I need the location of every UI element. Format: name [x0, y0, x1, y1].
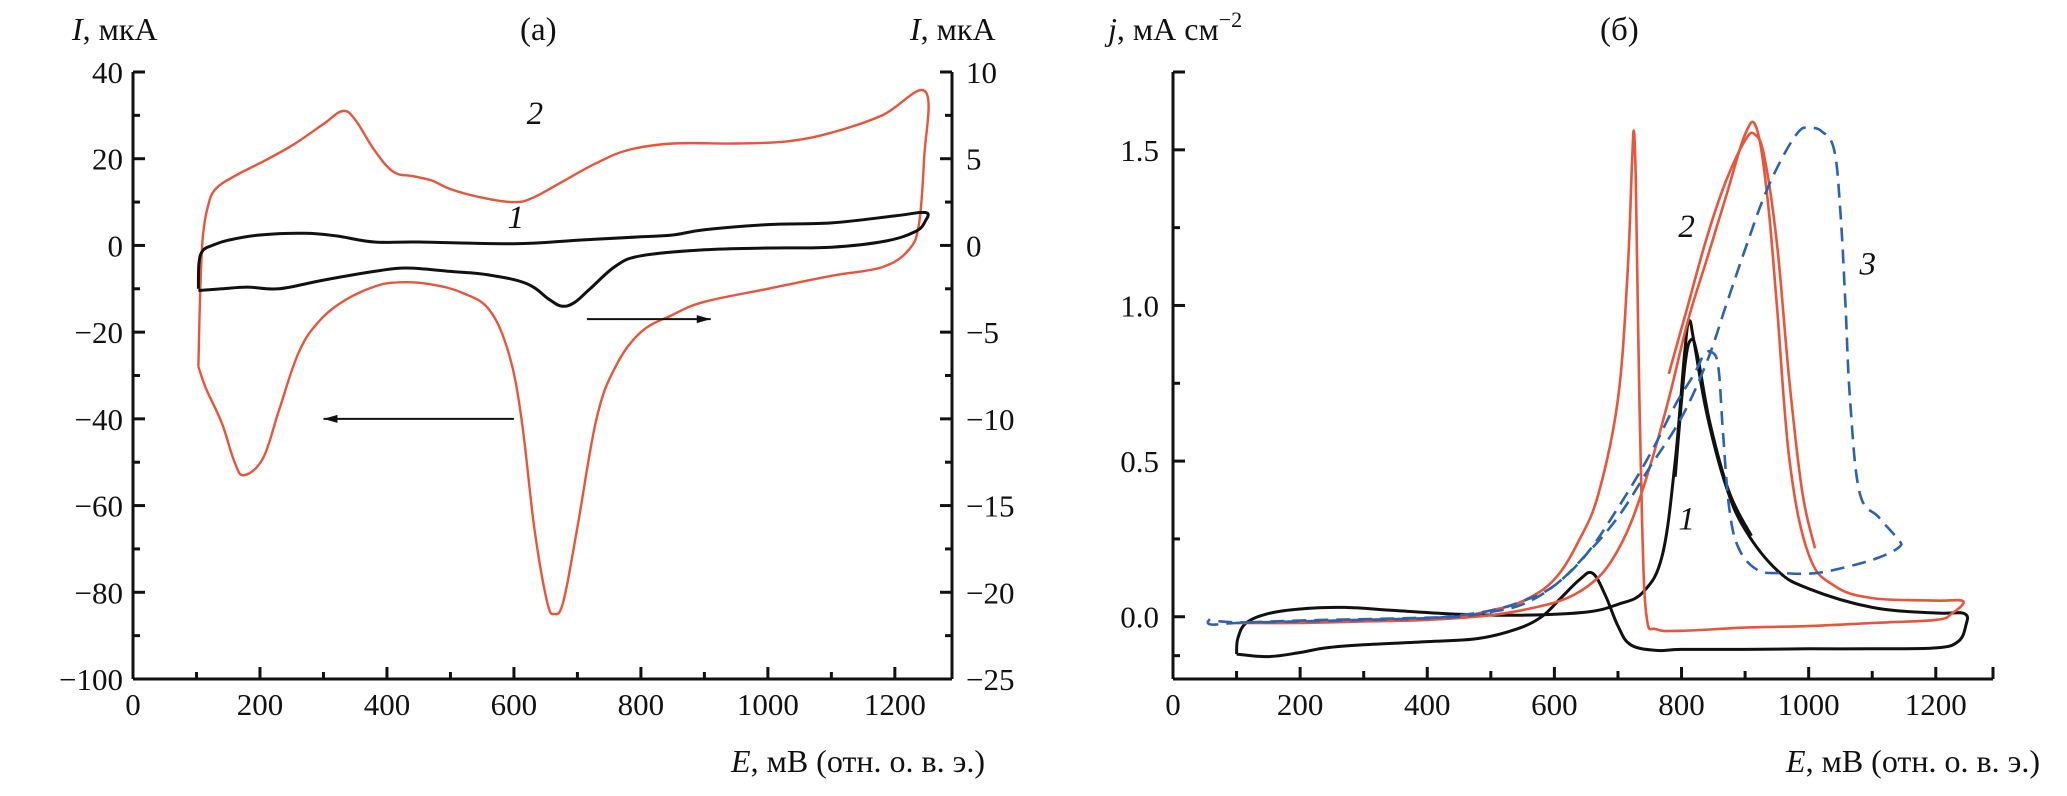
panel-b-y-tick-label: 1.0: [1120, 288, 1159, 323]
panel-a-x-tick-label: 1200: [864, 687, 926, 722]
panel-a-x-symbol: E: [730, 743, 751, 779]
panel-a-left-y-tick-label: 20: [92, 142, 123, 177]
panel-a-right-y-tick-label: 10: [966, 55, 997, 90]
panel-a-left-y-tick-label: −20: [75, 315, 123, 350]
panel-a-left-y-tick-label: −40: [75, 402, 123, 437]
panel-b-y-symbol: j: [1104, 11, 1117, 47]
curve-label-1: 1: [1678, 502, 1695, 538]
panel-b-curve-3: [1206, 126, 1903, 626]
arrow-right-icon-head: [696, 315, 711, 324]
panel-b-y-tick-label: 0.0: [1120, 600, 1159, 635]
panel-a-right-y-unit: , мкА: [921, 11, 996, 47]
panel-b-annotations: 2 3 1: [1678, 209, 1876, 538]
panel-a-curve-1: [196, 210, 930, 308]
panel-a-right-y-tick-label: 5: [966, 142, 982, 177]
panel-a-right-y-tick-label: −5: [966, 315, 999, 350]
panel-a-left-y-tick-label: −80: [75, 575, 123, 610]
panel-a-right-y-tick-label: 0: [966, 228, 982, 263]
panel-a-axes: 0 200 400 600 800 1000 1200−100−80−60−40−20020…: [59, 55, 1014, 722]
panel-a-x-tick-label: 800: [618, 687, 665, 722]
panel-a-x-axis-title: E, мВ (отн. о. в. э.): [730, 743, 985, 779]
panel-a-right-y-axis-title: I, мкА: [909, 11, 996, 47]
panel-b-x-axis-title: E, мВ (отн. о. в. э.): [1785, 743, 2040, 779]
panel-b-x-tick-label: 200: [1277, 687, 1324, 722]
panel-b-curve-2b: [1667, 131, 1817, 549]
panel-a-left-y-tick-label: −100: [59, 662, 123, 697]
panel-b-y-axis-title: j, мА см−2: [1104, 7, 1242, 47]
panel-b-curve-1: [1235, 319, 1969, 659]
panel-a-right-y-tick-label: −15: [966, 489, 1014, 524]
panel-b-axes: 0 200 400 600 800 1000 1200 0.0 0.5 1.0 1.5: [1120, 70, 1995, 722]
panel-a-x-tick-label: 400: [364, 687, 411, 722]
panel-a: I, мкА (а) I, мкА E, мВ (отн. о. в. э.) …: [59, 11, 1014, 779]
curve-label-2: 2: [527, 96, 544, 132]
panel-b-x-tick-label: 1200: [1905, 687, 1967, 722]
curve-label-1: 1: [508, 200, 525, 236]
panel-b-x-tick-label: 400: [1404, 687, 1451, 722]
panel-b-y-unit-exponent: −2: [1219, 7, 1242, 32]
panel-b-x-tick-label: 0: [1165, 687, 1181, 722]
panel-a-right-y-symbol: I: [909, 11, 922, 47]
panel-b-x-unit: , мВ (отн. о. в. э.): [1806, 743, 2040, 779]
panel-a-left-y-tick-label: 0: [108, 228, 124, 263]
panel-b-x-tick-label: 600: [1531, 687, 1578, 722]
panel-a-curves: [196, 88, 930, 616]
panel-a-right-y-tick-label: −10: [966, 402, 1014, 437]
curve-label-3: 3: [1859, 246, 1877, 282]
panel-a-x-unit: , мВ (отн. о. в. э.): [751, 743, 985, 779]
panel-a-x-tick-label: 1000: [737, 687, 799, 722]
panel-a-left-y-unit: , мкА: [83, 11, 158, 47]
panel-a-annotations: 2 1: [508, 96, 544, 236]
panel-b-x-symbol: E: [1785, 743, 1806, 779]
panel-a-x-tick-label: 0: [125, 687, 141, 722]
panel-a-left-y-tick-label: −60: [75, 489, 123, 524]
panel-a-right-y-tick-label: −25: [966, 662, 1014, 697]
panel-b: j, мА см−2 (б) E, мВ (отн. о. в. э.) 0 20…: [1104, 7, 2040, 779]
panel-a-x-tick-label: 200: [237, 687, 284, 722]
panel-b-y-tick-label: 1.5: [1120, 133, 1159, 168]
panel-a-x-tick-label: 600: [491, 687, 538, 722]
panel-a-left-y-tick-label: 40: [92, 55, 123, 90]
panel-a-left-y-axis-title: I, мкА: [71, 11, 158, 47]
panel-b-y-tick-label: 0.5: [1120, 444, 1159, 479]
panel-b-curve-1b: [1673, 337, 1753, 537]
curve-label-2: 2: [1678, 209, 1695, 245]
panel-b-y-unit: , мА см: [1117, 11, 1219, 47]
panel-a-label: (а): [520, 12, 557, 48]
panel-a-curve-2: [197, 88, 930, 616]
panel-a-right-y-tick-label: −20: [966, 575, 1014, 610]
panel-b-curves: [1206, 120, 1969, 659]
panel-b-curve-2: [1236, 120, 1965, 633]
panel-b-label: (б): [1600, 12, 1639, 48]
panel-b-x-tick-label: 800: [1658, 687, 1705, 722]
panel-b-x-tick-label: 1000: [1778, 687, 1840, 722]
arrow-left-icon-head: [323, 414, 338, 423]
panel-a-left-y-symbol: I: [71, 11, 84, 47]
